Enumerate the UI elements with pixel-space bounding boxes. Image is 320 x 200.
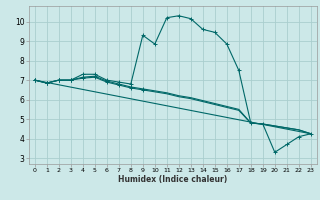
X-axis label: Humidex (Indice chaleur): Humidex (Indice chaleur) — [118, 175, 228, 184]
